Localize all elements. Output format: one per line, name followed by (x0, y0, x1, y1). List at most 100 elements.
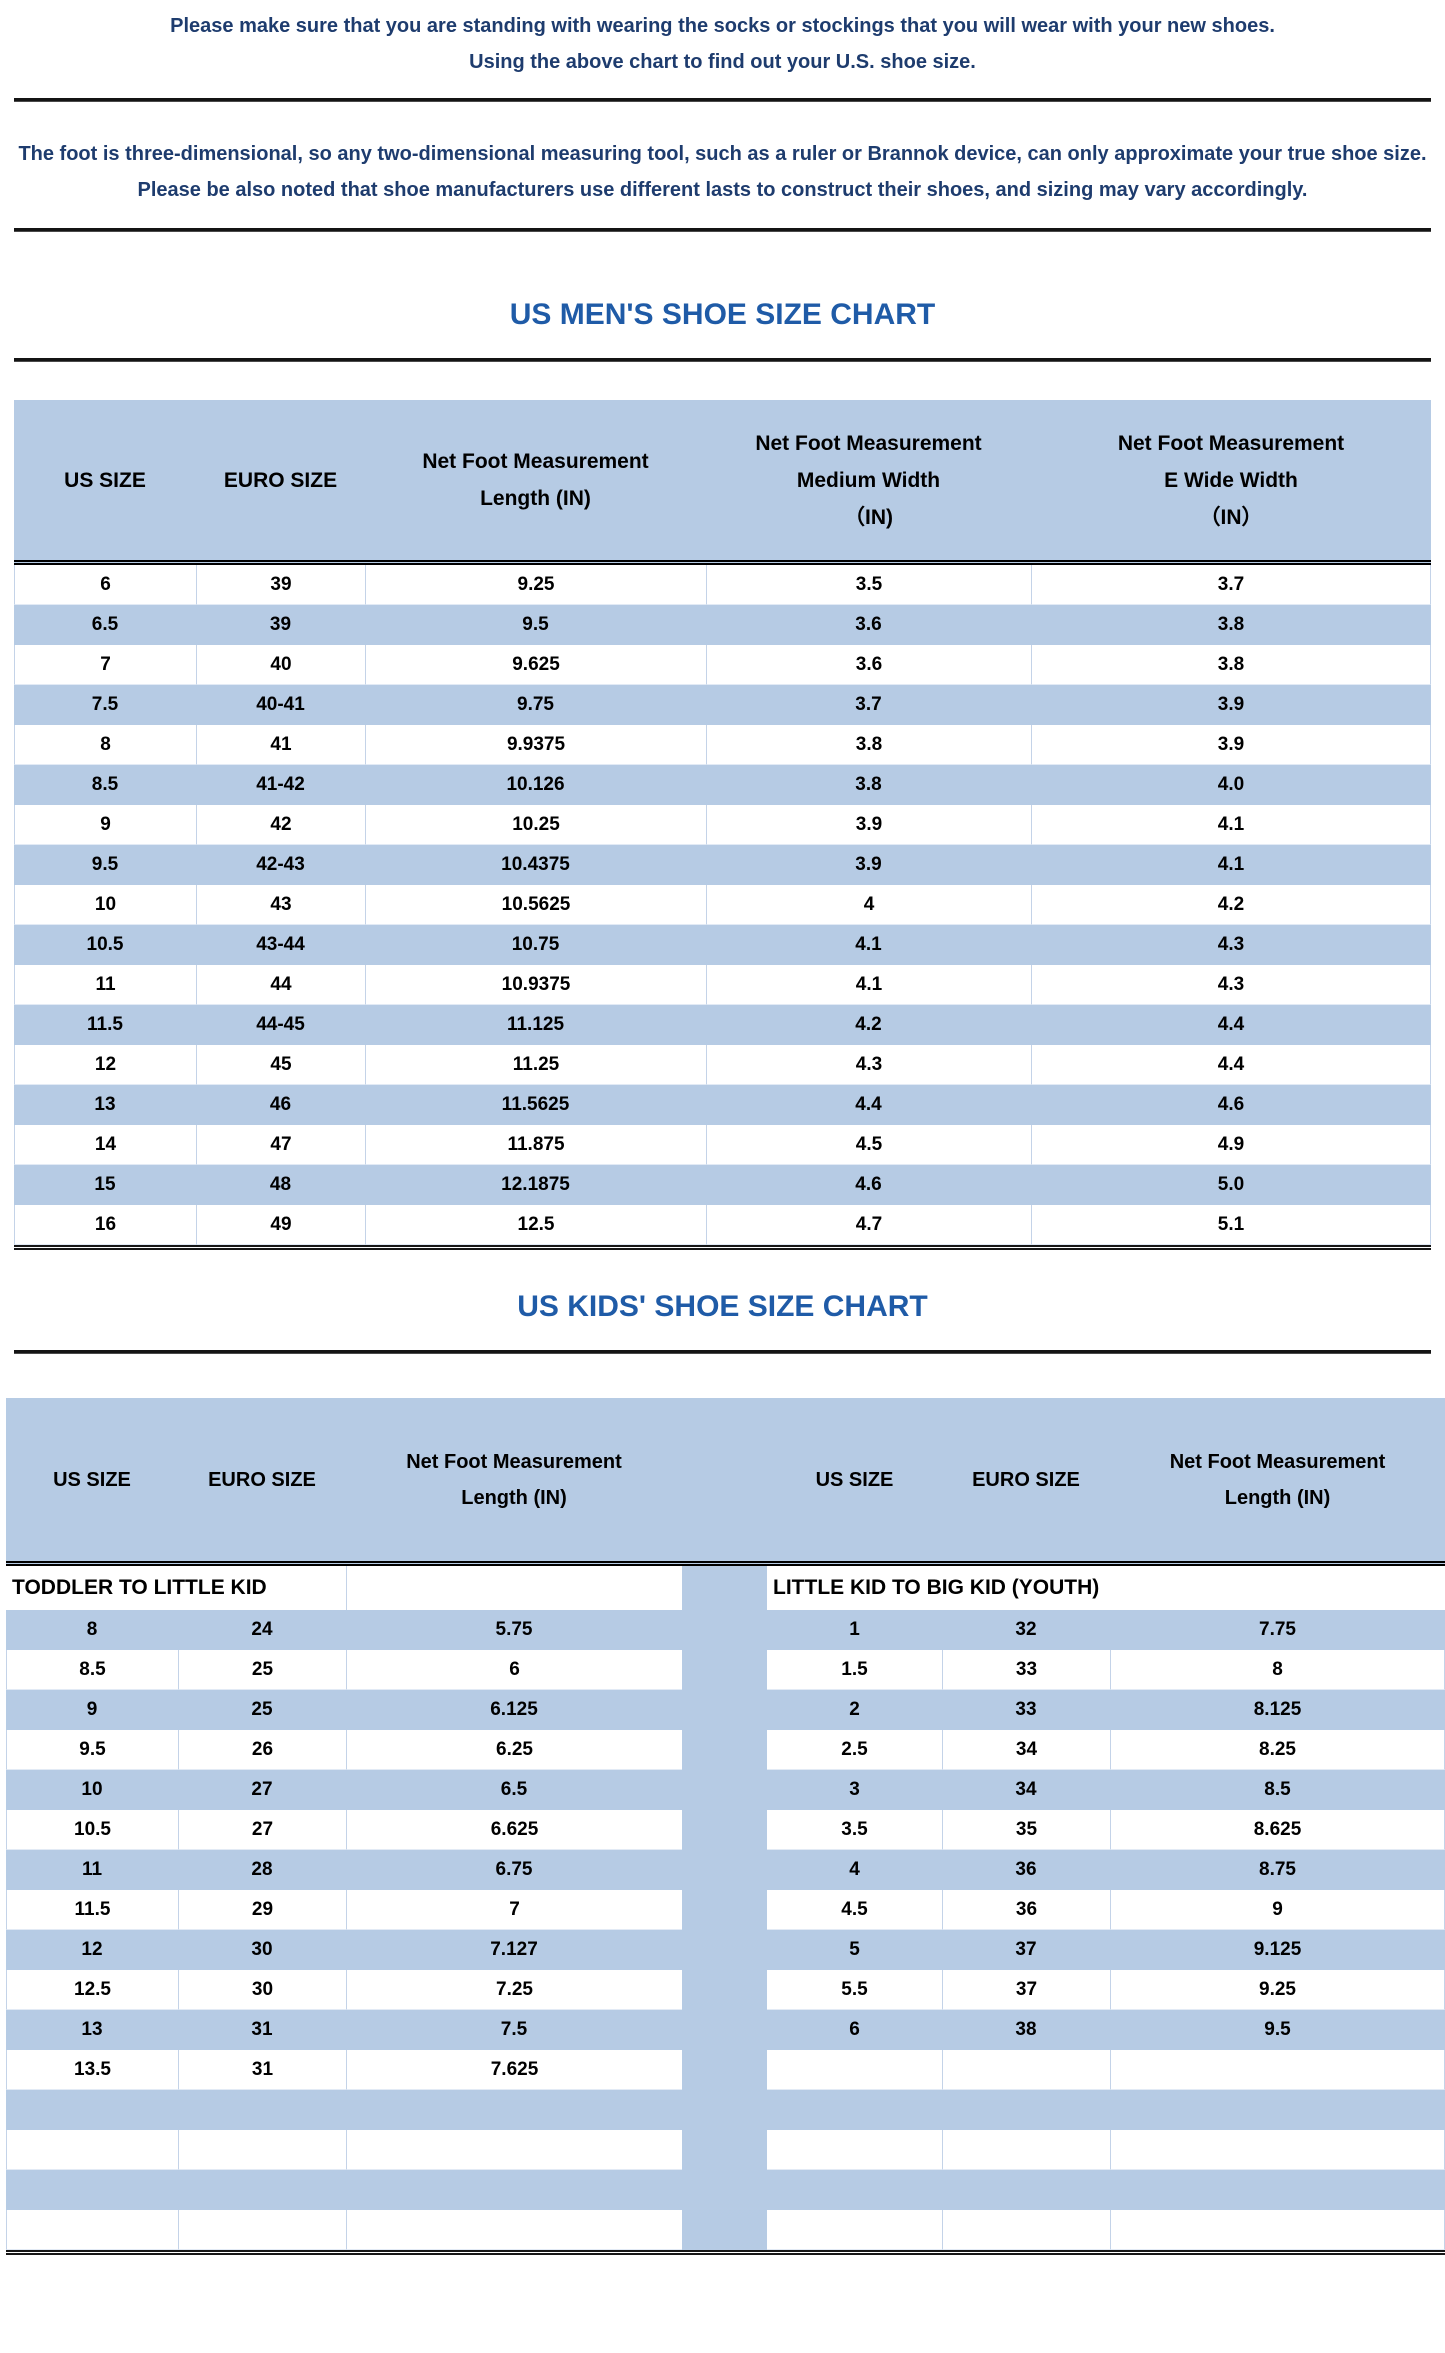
table-row: 11.5 44-45 11.125 4.2 4.4 (14, 1005, 1431, 1045)
table-row (6, 2130, 1445, 2170)
cell (6, 2130, 178, 2170)
table-row: 11.5 29 7 4.5 36 9 (6, 1890, 1445, 1930)
column-header-us-size: US SIZE (64, 468, 146, 492)
cell: 16 (14, 1205, 196, 1245)
table-row: 12 30 7.127 5 37 9.125 (6, 1930, 1445, 1970)
cell: 6.125 (490, 1699, 538, 1720)
cell: 29 (178, 1890, 346, 1930)
cell: 7 (14, 645, 196, 685)
cell: 10 (81, 1779, 103, 1800)
cell: 8.5 (91, 774, 119, 795)
horizontal-divider (14, 1350, 1431, 1354)
cell: 44-45 (256, 1014, 305, 1035)
mens-table-body: 6 39 9.25 3.5 3.7 6.5 39 9.5 3.6 3.8 7 40 9.625 3.6 3.… (14, 565, 1431, 1250)
table-row: 6 39 9.25 3.5 3.7 (14, 565, 1431, 605)
gap-cell (682, 2170, 767, 2210)
cell: 34 (1015, 1779, 1037, 1800)
cell: 4.7 (706, 1205, 1031, 1245)
table-row: 8.5 41-42 10.126 3.8 4.0 (14, 765, 1431, 805)
cell: 10.9375 (365, 965, 706, 1005)
table-row: 7 40 9.625 3.6 3.8 (14, 645, 1431, 685)
cell: 11.25 (365, 1045, 706, 1085)
cell: 11.5 (87, 1014, 123, 1035)
table-row: 10.5 27 6.625 3.5 35 8.625 (6, 1810, 1445, 1850)
table-row: 12 45 11.25 4.3 4.4 (14, 1045, 1431, 1085)
cell: 37 (1015, 1939, 1037, 1960)
cell: 9 (1110, 1890, 1445, 1930)
cell: 4.1 (1031, 805, 1431, 845)
cell: 11.125 (506, 1014, 565, 1035)
cell: 7 (346, 1890, 682, 1930)
cell (346, 2210, 682, 2250)
cell: 3.8 (1217, 614, 1245, 635)
table-row: 7.5 40-41 9.75 3.7 3.9 (14, 685, 1431, 725)
cell: 6.75 (495, 1859, 533, 1880)
cell (1110, 2170, 1445, 2210)
cell (767, 2130, 942, 2170)
cell: 7.25 (346, 1970, 682, 2010)
cell: 36 (1015, 1859, 1037, 1880)
cell: 3.9 (1031, 725, 1431, 765)
cell: 6 (346, 1650, 682, 1690)
cell: 10.75 (511, 934, 560, 955)
cell: 8.5 (1264, 1779, 1291, 1800)
cell: 13 (94, 1094, 116, 1115)
column-header-us-size: US SIZE (53, 1468, 131, 1491)
cell: 4.3 (1217, 934, 1245, 955)
cell: 9.5 (1264, 2019, 1291, 2040)
table-row: 14 47 11.875 4.5 4.9 (14, 1125, 1431, 1165)
cell: 40 (196, 645, 365, 685)
table-row: 10 27 6.5 3 34 8.5 (6, 1770, 1445, 1810)
cell: 12.5 (365, 1205, 706, 1245)
gap-cell (682, 2210, 767, 2250)
cell: 7.5 (500, 2019, 528, 2040)
cell: 43-44 (256, 934, 305, 955)
cell: 31 (251, 2019, 273, 2040)
cell: 11 (81, 1859, 103, 1880)
cell: 10.25 (365, 805, 706, 845)
cell: 48 (269, 1174, 292, 1195)
empty-cell (346, 1566, 682, 1610)
cell: 27 (251, 1779, 273, 1800)
cell: 6.5 (500, 1779, 528, 1800)
cell: 9.25 (1110, 1970, 1445, 2010)
cell: 5.0 (1217, 1174, 1245, 1195)
cell: 3 (849, 1779, 860, 1800)
cell (1110, 2090, 1445, 2130)
table-row: 9.5 26 6.25 2.5 34 8.25 (6, 1730, 1445, 1770)
cell: 7.5 (91, 694, 119, 715)
column-header-euro-size: EURO SIZE (223, 468, 338, 492)
cell (178, 2210, 346, 2250)
table-row: 8.5 25 6 1.5 33 8 (6, 1650, 1445, 1690)
cell: 4.3 (1031, 965, 1431, 1005)
table-row: 8 24 5.75 1 32 7.75 (6, 1610, 1445, 1650)
cell: 33 (942, 1650, 1110, 1690)
table-row: 9 42 10.25 3.9 4.1 (14, 805, 1431, 845)
cell: 12 (81, 1939, 103, 1960)
cell: 4.1 (706, 965, 1031, 1005)
cell: 40-41 (256, 694, 305, 715)
kids-table-body: 8 24 5.75 1 32 7.75 8.5 25 6 1.5 33 8 9 25 6.125 2 33 8.1… (6, 1610, 1445, 2255)
cell: 3.5 (706, 565, 1031, 605)
cell: 2 (849, 1699, 860, 1720)
cell: 4.4 (1031, 1045, 1431, 1085)
cell: 39 (196, 565, 365, 605)
column-header-e-wide-width: Net Foot Measurement E Wide Width （IN） (1117, 431, 1345, 529)
column-header-medium-width: Net Foot Measurement Medium Width （IN) (755, 431, 982, 529)
cell (767, 2050, 942, 2090)
cell (178, 2130, 346, 2170)
column-header-euro-size: EURO SIZE (972, 1468, 1080, 1491)
table-row: 15 48 12.1875 4.6 5.0 (14, 1165, 1431, 1205)
cell (767, 2090, 942, 2130)
cell: 38 (1015, 2019, 1037, 2040)
cell (346, 2130, 682, 2170)
cell (346, 2090, 682, 2130)
cell: 8 (86, 1619, 98, 1640)
cell: 3.6 (855, 614, 882, 635)
instruction-note-measuring: The foot is three-dimensional, so any tw… (18, 143, 1427, 201)
cell: 4 (849, 1859, 860, 1880)
table-row: 11 44 10.9375 4.1 4.3 (14, 965, 1431, 1005)
kids-section-row: TODDLER TO LITTLE KID LITTLE KID TO BIG … (6, 1566, 1445, 1610)
mens-chart-title: US MEN'S SHOE SIZE CHART (509, 298, 936, 331)
cell: 5.5 (767, 1970, 942, 2010)
